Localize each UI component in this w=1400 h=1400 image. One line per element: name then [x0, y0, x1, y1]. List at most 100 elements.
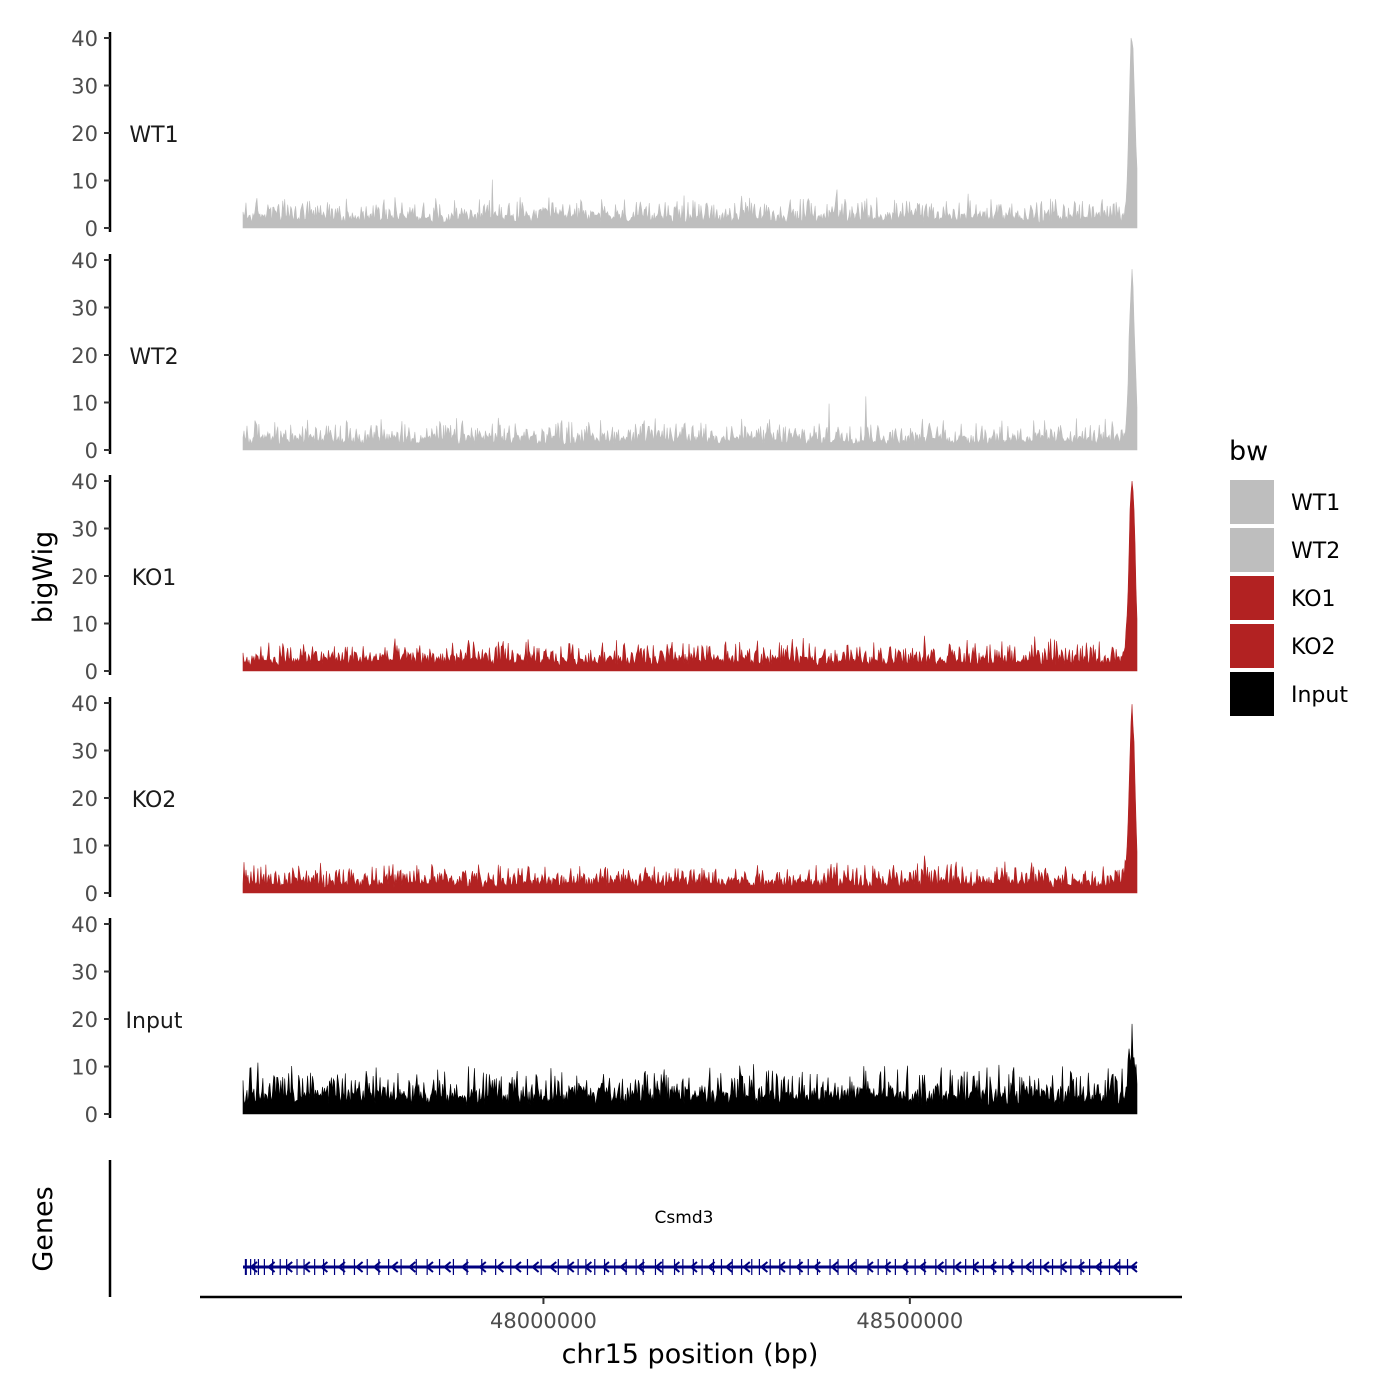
track-label: WT2: [129, 345, 178, 370]
y-tick-label: 40: [71, 692, 98, 716]
y-tick-label: 40: [71, 27, 98, 51]
strand-arrow: [531, 1261, 540, 1273]
track-input: 0 10 20 30 40 Input: [71, 913, 1138, 1127]
strand-arrow: [671, 1261, 681, 1273]
y-tick-label: 0: [85, 439, 98, 463]
legend-entry-wt1: WT1: [1230, 480, 1340, 524]
strand-arrow: [425, 1261, 434, 1273]
legend-label: WT1: [1291, 491, 1340, 516]
y-tick-label: 20: [71, 122, 98, 146]
strand-arrow: [319, 1261, 329, 1273]
track-label: Input: [126, 1009, 183, 1034]
y-tick-label: 10: [71, 835, 98, 859]
y-tick-label: 10: [71, 170, 98, 194]
legend-entry-ko2: KO2: [1230, 624, 1336, 668]
strand-arrow: [707, 1261, 716, 1273]
y-tick-label: 0: [85, 1103, 98, 1127]
strand-arrow: [1129, 1261, 1138, 1273]
y-tick-label: 0: [85, 217, 98, 241]
coverage-area: [242, 1023, 1138, 1115]
y-tick-label: 0: [85, 882, 98, 906]
y-tick-label: 30: [71, 518, 98, 542]
coverage-area: [242, 269, 1138, 451]
strand-arrow: [759, 1261, 769, 1273]
strand-arrow: [548, 1261, 557, 1273]
legend-swatch: [1230, 576, 1274, 620]
strand-arrow: [443, 1261, 452, 1273]
strand-arrow: [918, 1261, 927, 1273]
legend-swatch: [1230, 672, 1274, 716]
strand-arrow: [337, 1261, 346, 1273]
track-ko2: 0 10 20 30 40 KO2: [71, 692, 1138, 906]
strand-arrow: [953, 1261, 962, 1273]
strand-arrow: [495, 1261, 505, 1273]
y-tick-label: 20: [71, 787, 98, 811]
legend-entry-wt2: WT2: [1230, 528, 1340, 572]
y-tick-label: 30: [71, 740, 98, 764]
legend-swatch: [1230, 480, 1274, 524]
track-label: KO1: [132, 566, 177, 591]
y-tick-label: 30: [71, 297, 98, 321]
strand-arrow: [583, 1261, 593, 1273]
strand-arrow: [935, 1261, 945, 1273]
strand-arrow: [478, 1261, 487, 1273]
strand-arrow: [407, 1261, 417, 1273]
y-tick-label: 10: [71, 613, 98, 637]
genes-track-title: Genes: [28, 1186, 59, 1271]
coverage-area: [242, 37, 1138, 229]
strand-arrow: [1111, 1261, 1121, 1273]
strand-arrow: [689, 1261, 698, 1273]
strand-arrow: [1041, 1261, 1050, 1273]
strand-arrow: [566, 1261, 575, 1273]
y-tick-label: 20: [71, 565, 98, 589]
strand-arrow: [830, 1261, 839, 1273]
strand-arrow: [1023, 1261, 1033, 1273]
strand-arrow: [1094, 1261, 1103, 1273]
coverage-area: [242, 480, 1138, 672]
strand-arrow: [302, 1261, 311, 1273]
track-wt1: 0 10 20 30 40 WT1: [71, 27, 1138, 241]
y-tick-label: 30: [71, 75, 98, 99]
strand-arrow: [847, 1261, 857, 1273]
strand-arrow: [812, 1261, 821, 1273]
x-tick-label: 48000000: [490, 1309, 597, 1333]
legend-label: Input: [1291, 683, 1348, 708]
y-tick-label: 10: [71, 1056, 98, 1080]
gene-csmd3: Csmd3: [243, 1208, 1138, 1275]
y-tick-label: 10: [71, 392, 98, 416]
strand-arrow: [249, 1261, 258, 1273]
y-tick-label: 40: [71, 913, 98, 937]
track-label: KO2: [132, 788, 177, 813]
strand-arrow: [883, 1261, 892, 1273]
strand-arrow: [795, 1261, 804, 1273]
y-tick-label: 0: [85, 660, 98, 684]
x-tick-label: 48500000: [856, 1309, 963, 1333]
strand-arrow: [865, 1261, 874, 1273]
strand-arrow: [390, 1261, 399, 1273]
x-axis: 48000000 48500000: [200, 1295, 1182, 1333]
y-tick-label: 40: [71, 249, 98, 273]
strand-arrow: [724, 1261, 733, 1273]
legend-title: bw: [1229, 436, 1268, 467]
strand-arrow: [971, 1261, 980, 1273]
signal-tracks: 0 10 20 30 40 WT1 0 10 20 30 40 WT2 0 10 20 30 40 KO1 0 10 2…: [71, 27, 1138, 1127]
strand-arrow: [601, 1261, 610, 1273]
legend-entry-input: Input: [1230, 672, 1348, 716]
legend: bw WT1 WT2 KO1 KO2 Input: [1229, 436, 1348, 716]
track-wt2: 0 10 20 30 40 WT2: [71, 249, 1138, 463]
gene-name-label: Csmd3: [655, 1208, 714, 1228]
legend-entry-ko1: KO1: [1230, 576, 1336, 620]
legend-label: KO1: [1291, 587, 1336, 612]
strand-arrow: [284, 1261, 293, 1273]
strand-arrow: [654, 1261, 663, 1273]
y-tick-label: 40: [71, 470, 98, 494]
y-tick-label: 20: [71, 1008, 98, 1032]
strand-arrow: [1006, 1261, 1015, 1273]
strand-arrow: [513, 1261, 522, 1273]
strand-arrow: [988, 1261, 997, 1273]
y-axis-title: bigWig: [28, 531, 59, 624]
strand-arrow: [636, 1261, 645, 1273]
strand-arrow: [355, 1261, 364, 1273]
strand-arrow: [777, 1261, 786, 1273]
